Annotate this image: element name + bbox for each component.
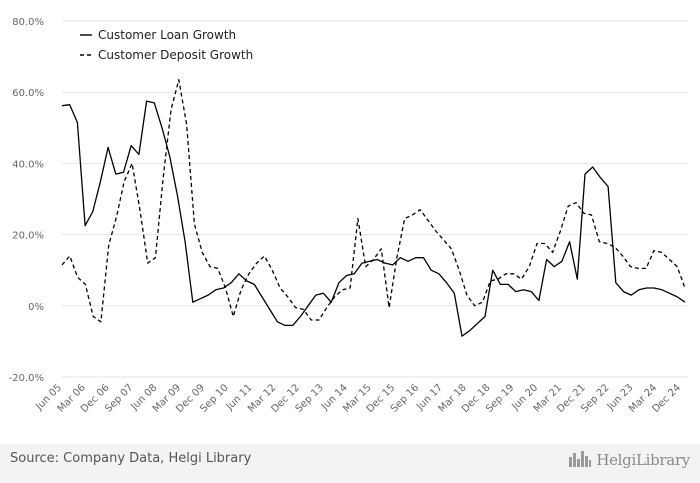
source-note: Source: Company Data, Helgi Library <box>10 451 252 466</box>
y-tick-label: 0% <box>28 302 44 313</box>
city-skyline-icon <box>568 449 592 471</box>
legend: Customer Loan Growth Customer Deposit Gr… <box>80 28 253 62</box>
series-lines <box>61 79 686 337</box>
gridlines <box>62 20 688 378</box>
series-line-customer-loan-growth <box>61 100 686 337</box>
series-line-customer-deposit-growth <box>61 79 686 323</box>
logo-text: HelgiLibrary <box>596 451 690 469</box>
y-tick-label: 40.0% <box>12 159 44 170</box>
y-tick-label: 80.0% <box>12 17 44 28</box>
y-axis-ticks: 80.0% 60.0% 40.0% 20.0% 0% -20.0% <box>9 17 44 384</box>
y-tick-label: 60.0% <box>12 88 44 99</box>
y-tick-label: 20.0% <box>12 231 44 242</box>
legend-label-deposit: Customer Deposit Growth <box>98 48 253 62</box>
legend-label-loan: Customer Loan Growth <box>98 28 236 42</box>
helgi-library-logo[interactable]: HelgiLibrary <box>568 447 690 473</box>
y-tick-label: -20.0% <box>9 373 44 384</box>
